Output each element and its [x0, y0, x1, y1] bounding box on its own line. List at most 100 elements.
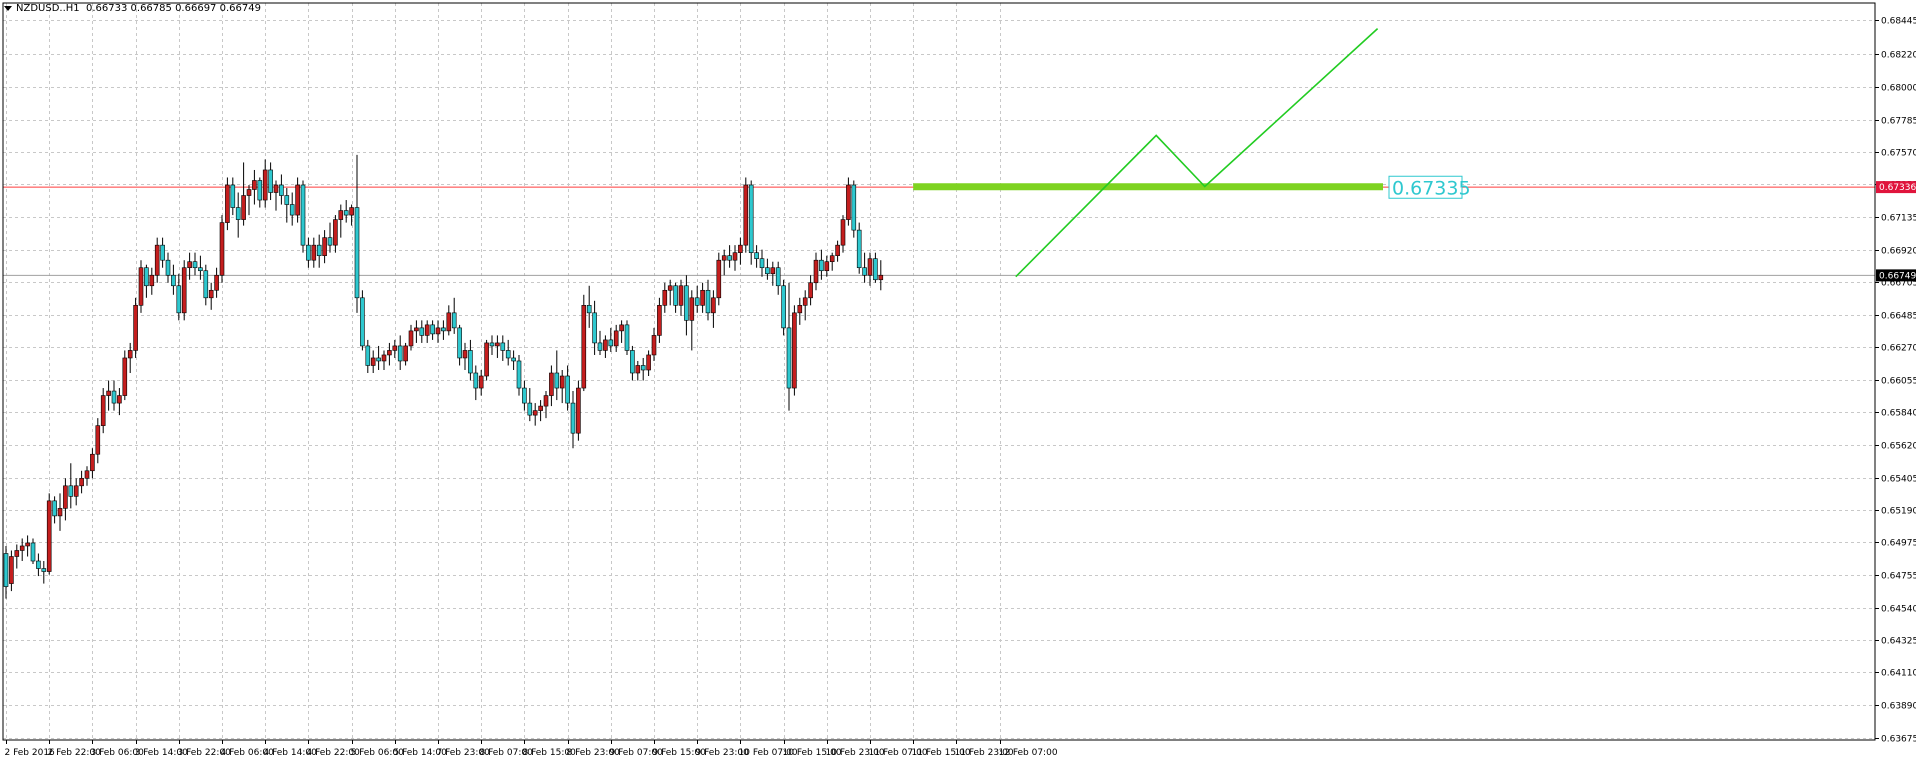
candle-body — [273, 184, 279, 193]
candle-body — [732, 252, 738, 261]
y-tick-label: 0.65190 — [1881, 507, 1916, 517]
candle — [732, 245, 738, 271]
candle — [657, 297, 662, 343]
candle-body — [538, 405, 543, 411]
candle-body — [851, 184, 857, 231]
drawings[interactable]: 0.67335 — [913, 28, 1471, 278]
candle-body — [608, 339, 614, 347]
candle — [775, 261, 781, 295]
candle — [635, 360, 641, 381]
candle-body — [36, 560, 41, 569]
candle-body — [478, 375, 484, 389]
y-tick-label: 0.65620 — [1881, 442, 1916, 452]
candle-body — [230, 184, 236, 208]
x-tick-label: 2 Feb 2016 — [5, 748, 56, 758]
candle-body — [468, 350, 473, 374]
candle-body — [824, 261, 830, 272]
candle-body — [117, 395, 122, 404]
x-tick-label: 5 Feb 14:00 — [394, 748, 448, 758]
candle — [727, 245, 732, 268]
candle — [754, 245, 759, 268]
axes: 0.68445 0.68220 0.68000 0.67785 0.67570 0.673… — [5, 17, 1916, 758]
candle-body — [181, 267, 187, 314]
candle — [343, 200, 349, 223]
candle — [446, 305, 452, 336]
candle-body — [219, 222, 225, 276]
candle-body — [122, 357, 128, 396]
x-tick-label: 8 Feb 15:00 — [523, 748, 577, 758]
candle-body — [198, 267, 203, 272]
candle-body — [819, 259, 824, 272]
candle — [68, 463, 74, 509]
candle — [835, 240, 840, 262]
candle-body — [262, 169, 268, 201]
candle-body — [462, 350, 468, 359]
candle-body — [176, 285, 182, 314]
plot-border — [2, 2, 1876, 741]
candle-body — [73, 485, 79, 497]
candle — [338, 204, 344, 238]
candle-body — [252, 180, 257, 190]
candle — [414, 320, 419, 343]
candle-body — [268, 169, 273, 193]
candle — [689, 290, 695, 351]
candle-body — [279, 184, 284, 196]
candle — [554, 350, 560, 401]
candle-body — [813, 259, 819, 284]
candle — [25, 535, 30, 557]
candle-body — [727, 255, 732, 261]
candle-body — [414, 327, 419, 332]
candle — [549, 365, 554, 407]
candle — [392, 339, 398, 358]
candle-body — [79, 477, 84, 487]
candle-body — [160, 244, 165, 261]
x-tick-label: 11 Feb 15:00 — [912, 748, 971, 758]
candle — [360, 290, 365, 351]
candle-body — [781, 285, 786, 329]
candle — [743, 177, 749, 253]
candle-body — [90, 453, 95, 472]
candle-body — [430, 324, 435, 335]
candle — [52, 496, 57, 524]
candle — [57, 493, 63, 531]
x-tick-label: 8 Feb 07:00 — [480, 748, 534, 758]
y-tick-label: 0.64540 — [1881, 605, 1916, 615]
candle — [268, 162, 273, 201]
candle — [667, 279, 673, 306]
candle-body — [46, 500, 52, 572]
candle-body — [63, 485, 68, 509]
candle — [252, 169, 257, 205]
x-tick-label: 3 Feb 14:00 — [135, 748, 189, 758]
x-tick-label: 3 Feb 06:00 — [91, 748, 145, 758]
candle-body — [532, 410, 538, 416]
candle-body — [754, 252, 759, 259]
candle-body — [171, 274, 176, 287]
candle — [748, 180, 754, 265]
candle-body — [365, 345, 371, 366]
candle-body — [559, 375, 565, 389]
candle — [381, 350, 387, 370]
chevron-down-icon[interactable] — [4, 5, 12, 11]
candle — [716, 252, 722, 306]
candle — [9, 550, 14, 592]
candle — [230, 177, 236, 216]
candle — [630, 345, 635, 381]
candle — [802, 290, 808, 321]
candle-body — [592, 312, 597, 344]
candle — [468, 339, 473, 381]
candle — [808, 275, 813, 306]
candle-body — [770, 267, 776, 275]
candle-body — [522, 387, 527, 404]
candle — [73, 478, 79, 506]
candle-body — [397, 345, 403, 362]
candle-body — [554, 372, 560, 389]
candle — [84, 466, 90, 486]
candle — [198, 255, 203, 280]
candle — [873, 252, 878, 283]
candle — [624, 320, 630, 355]
candle-body — [840, 219, 846, 246]
candle-body — [3, 553, 9, 587]
candle — [95, 418, 101, 464]
candle-body — [349, 207, 354, 216]
